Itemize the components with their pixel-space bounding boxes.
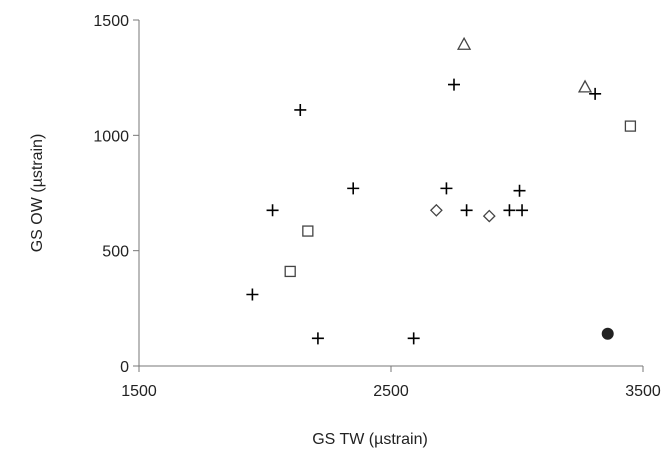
diamond-marker bbox=[482, 209, 496, 223]
plus-marker bbox=[294, 103, 307, 116]
triangle-marker bbox=[456, 36, 472, 50]
diamond-marker bbox=[429, 203, 443, 217]
axes bbox=[138, 20, 643, 367]
y-tick-label: 0 bbox=[120, 359, 129, 376]
plus-marker bbox=[516, 204, 529, 217]
x-ticks: 1500 2500 3500 bbox=[121, 366, 661, 400]
plus-marker bbox=[440, 182, 453, 195]
plus-marker bbox=[589, 87, 602, 100]
y-ticks: 0 500 1000 1500 bbox=[93, 13, 139, 376]
plus-marker bbox=[448, 78, 460, 91]
plus-marker bbox=[460, 204, 473, 217]
square-marker bbox=[302, 225, 314, 237]
square-marker bbox=[284, 265, 296, 278]
x-tick-label: 3500 bbox=[625, 383, 661, 400]
plus-marker bbox=[266, 204, 279, 217]
x-tick-label: 2500 bbox=[373, 383, 409, 400]
y-tick-label: 1500 bbox=[93, 13, 129, 30]
circle-marker bbox=[601, 327, 614, 340]
y-tick-label: 500 bbox=[102, 244, 129, 261]
plus-marker bbox=[503, 204, 516, 217]
plus-marker bbox=[246, 288, 259, 301]
x-tick-label: 1500 bbox=[121, 383, 157, 400]
plus-marker bbox=[513, 184, 526, 197]
plus-marker bbox=[407, 332, 420, 345]
y-axis-title: GS OW (µstrain) bbox=[29, 134, 46, 253]
plus-marker bbox=[311, 332, 324, 345]
data-points bbox=[246, 36, 637, 345]
x-axis-title: GS TW (µstrain) bbox=[312, 431, 428, 448]
plus-marker bbox=[347, 182, 360, 195]
triangle-marker bbox=[577, 79, 593, 93]
y-tick-label: 1000 bbox=[93, 128, 129, 145]
square-marker bbox=[624, 120, 637, 132]
